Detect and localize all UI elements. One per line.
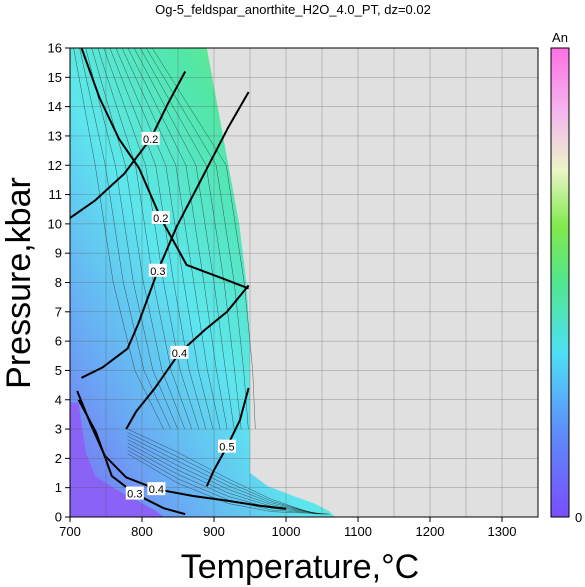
contour-label-background [141,131,160,145]
y-tick-label: 8 [55,275,62,290]
y-tick-label: 2 [55,451,62,466]
contour-line [80,48,249,290]
y-tick-label: 11 [49,187,63,202]
y-tick-label: 13 [48,128,62,143]
y-tick-label: 4 [55,392,62,407]
contour-label: 0.4 [172,348,187,360]
minor-contour-line [127,453,330,515]
x-axis-ticks: 700 800 900 1000 1100 1200 1300 [59,517,516,539]
contour-label-background [217,439,236,453]
minor-contour-line [127,442,324,515]
y-tick-label: 12 [48,158,62,173]
y-tick-label: 9 [55,246,62,261]
plot-area [70,48,538,517]
y-axis-label: Pressure,kbar [0,177,38,389]
contour-labels: 0.2 0.2 0.3 0.4 0.4 0.5 0.3 [125,131,236,501]
x-tick-label: 1300 [488,524,517,539]
minor-contour-line [127,432,318,515]
y-tick-label: 6 [55,334,62,349]
contour-label: 0.2 [143,134,158,146]
x-tick-label: 900 [203,524,225,539]
contour-label-background [151,211,170,225]
y-tick-label: 1 [55,480,62,495]
contour-label-background [125,486,144,500]
contour-label: 0.3 [150,266,165,278]
x-tick-label: 700 [59,524,81,539]
contour-label: 0.5 [219,442,234,454]
grid-lines [70,48,538,517]
contour-line [77,399,186,516]
colorbar [550,47,570,518]
x-tick-label: 1100 [344,524,372,539]
x-axis-label: Temperature,°C [181,548,419,586]
chart-title: Og-5_feldspar_anorthite_H2O_4.0_PT, dz=0… [155,2,431,17]
x-tick-label: 1200 [416,524,445,539]
minor-contour-line [127,446,326,515]
colorbar-max-label: An [552,30,568,45]
contour-label-background [148,263,167,277]
contour-label-background [170,345,189,359]
x-tick-label: 1000 [272,524,301,539]
y-tick-label: 5 [55,363,62,378]
contour-label: 0.2 [153,213,168,225]
y-tick-label: 10 [48,216,62,231]
contour-label: 0.3 [127,489,142,501]
y-tick-label: 15 [48,70,62,85]
y-tick-label: 7 [55,304,62,319]
minor-contour-line [127,435,320,515]
contour-label-background [147,482,166,496]
y-tick-label: 16 [48,41,62,56]
y-tick-label: 3 [55,422,62,437]
low-an-region [70,402,164,517]
contour-line [70,71,187,219]
colorbar-min-label: 0 [575,510,582,525]
minor-contour-line [127,439,322,515]
y-tick-label: 14 [48,99,62,114]
x-tick-label: 800 [131,524,153,539]
contour-label: 0.4 [149,484,164,496]
y-tick-label: 0 [55,510,62,525]
